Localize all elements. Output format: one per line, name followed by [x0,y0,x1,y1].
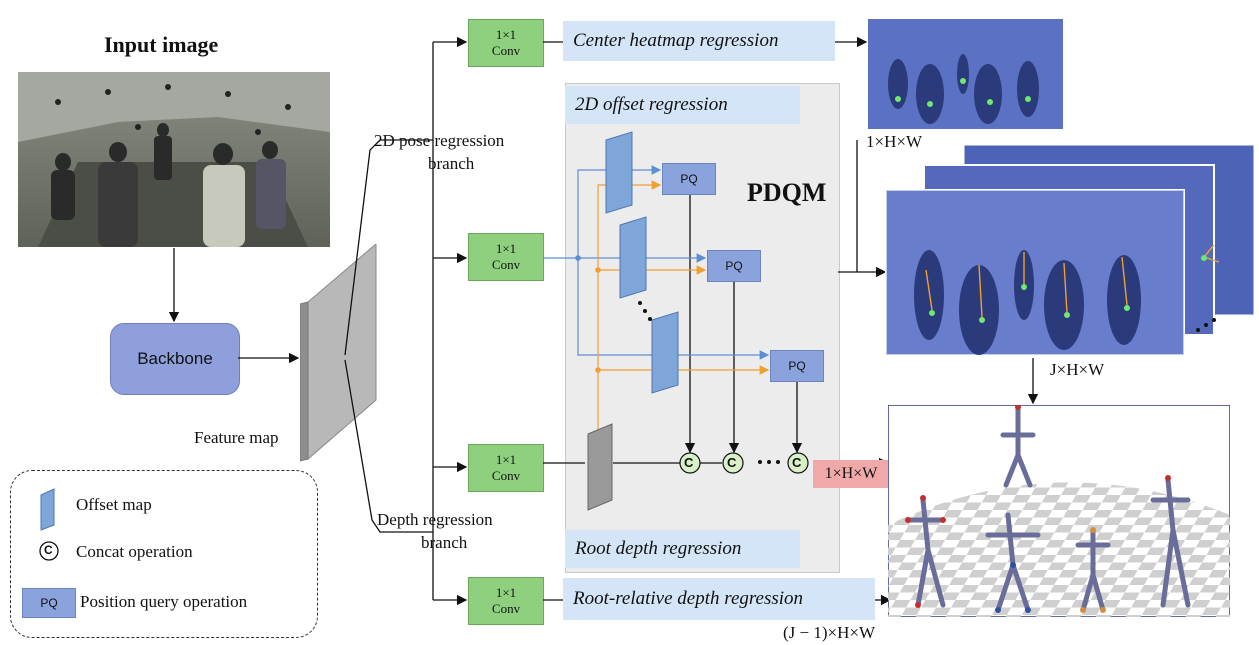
conv-center: 1×1 Conv [468,19,544,67]
concat-ops [679,452,809,474]
legend-concat-c: C [44,543,53,557]
root-relative-band: Root-relative depth regression [563,578,875,620]
pq-box-3: PQ [770,350,824,382]
root-depth-output-dim: 1×H×W [813,460,889,488]
legend-concat-icon [39,541,59,561]
branch-node [575,255,581,261]
concat-c-3: C [792,455,802,470]
offset-output-stack [885,145,1255,356]
pq-box-2: PQ [707,250,761,282]
pq-box-1: PQ [662,163,716,195]
legend-pq-icon: PQ [22,588,76,618]
legend-box [10,470,318,638]
feature-map-volume [300,244,377,462]
concat-c-2: C [727,455,737,470]
center-heatmap-output [868,19,1063,129]
conv-relative-depth: 1×1 Conv [468,577,544,625]
pose-branch-label-line1: 2D pose regression [374,131,505,151]
feature-map-label: Feature map [194,428,279,447]
input-image-title: Input image [104,32,219,57]
legend-pq-label: Position query operation [80,592,248,611]
legend-offset-map-label: Offset map [76,495,152,514]
center-heatmap-band: Center heatmap regression [563,21,835,61]
conv-offset: 1×1 Conv [468,233,544,281]
root-depth-band: Root depth regression [565,530,800,568]
offset-output-dim: J×H×W [1050,360,1105,379]
offset-regression-band: 2D offset regression [565,86,800,124]
pose-3d-output [888,405,1230,617]
backbone-block: Backbone [110,323,240,395]
pdqm-label: PDQM [747,178,827,207]
legend-concat-label: Concat operation [76,542,193,561]
legend-offset-map-icon [40,488,55,531]
offset-maps [605,131,679,394]
depth-branch-label-line1: Depth regression [377,510,493,529]
center-heatmap-dim: 1×H×W [866,132,922,151]
pose-branch-label-line2: branch [428,154,475,173]
root-relative-dim: (J − 1)×H×W [783,623,876,642]
concat-c-1: C [684,455,694,470]
input-image [18,72,330,247]
conv-root-depth: 1×1 Conv [468,444,544,492]
